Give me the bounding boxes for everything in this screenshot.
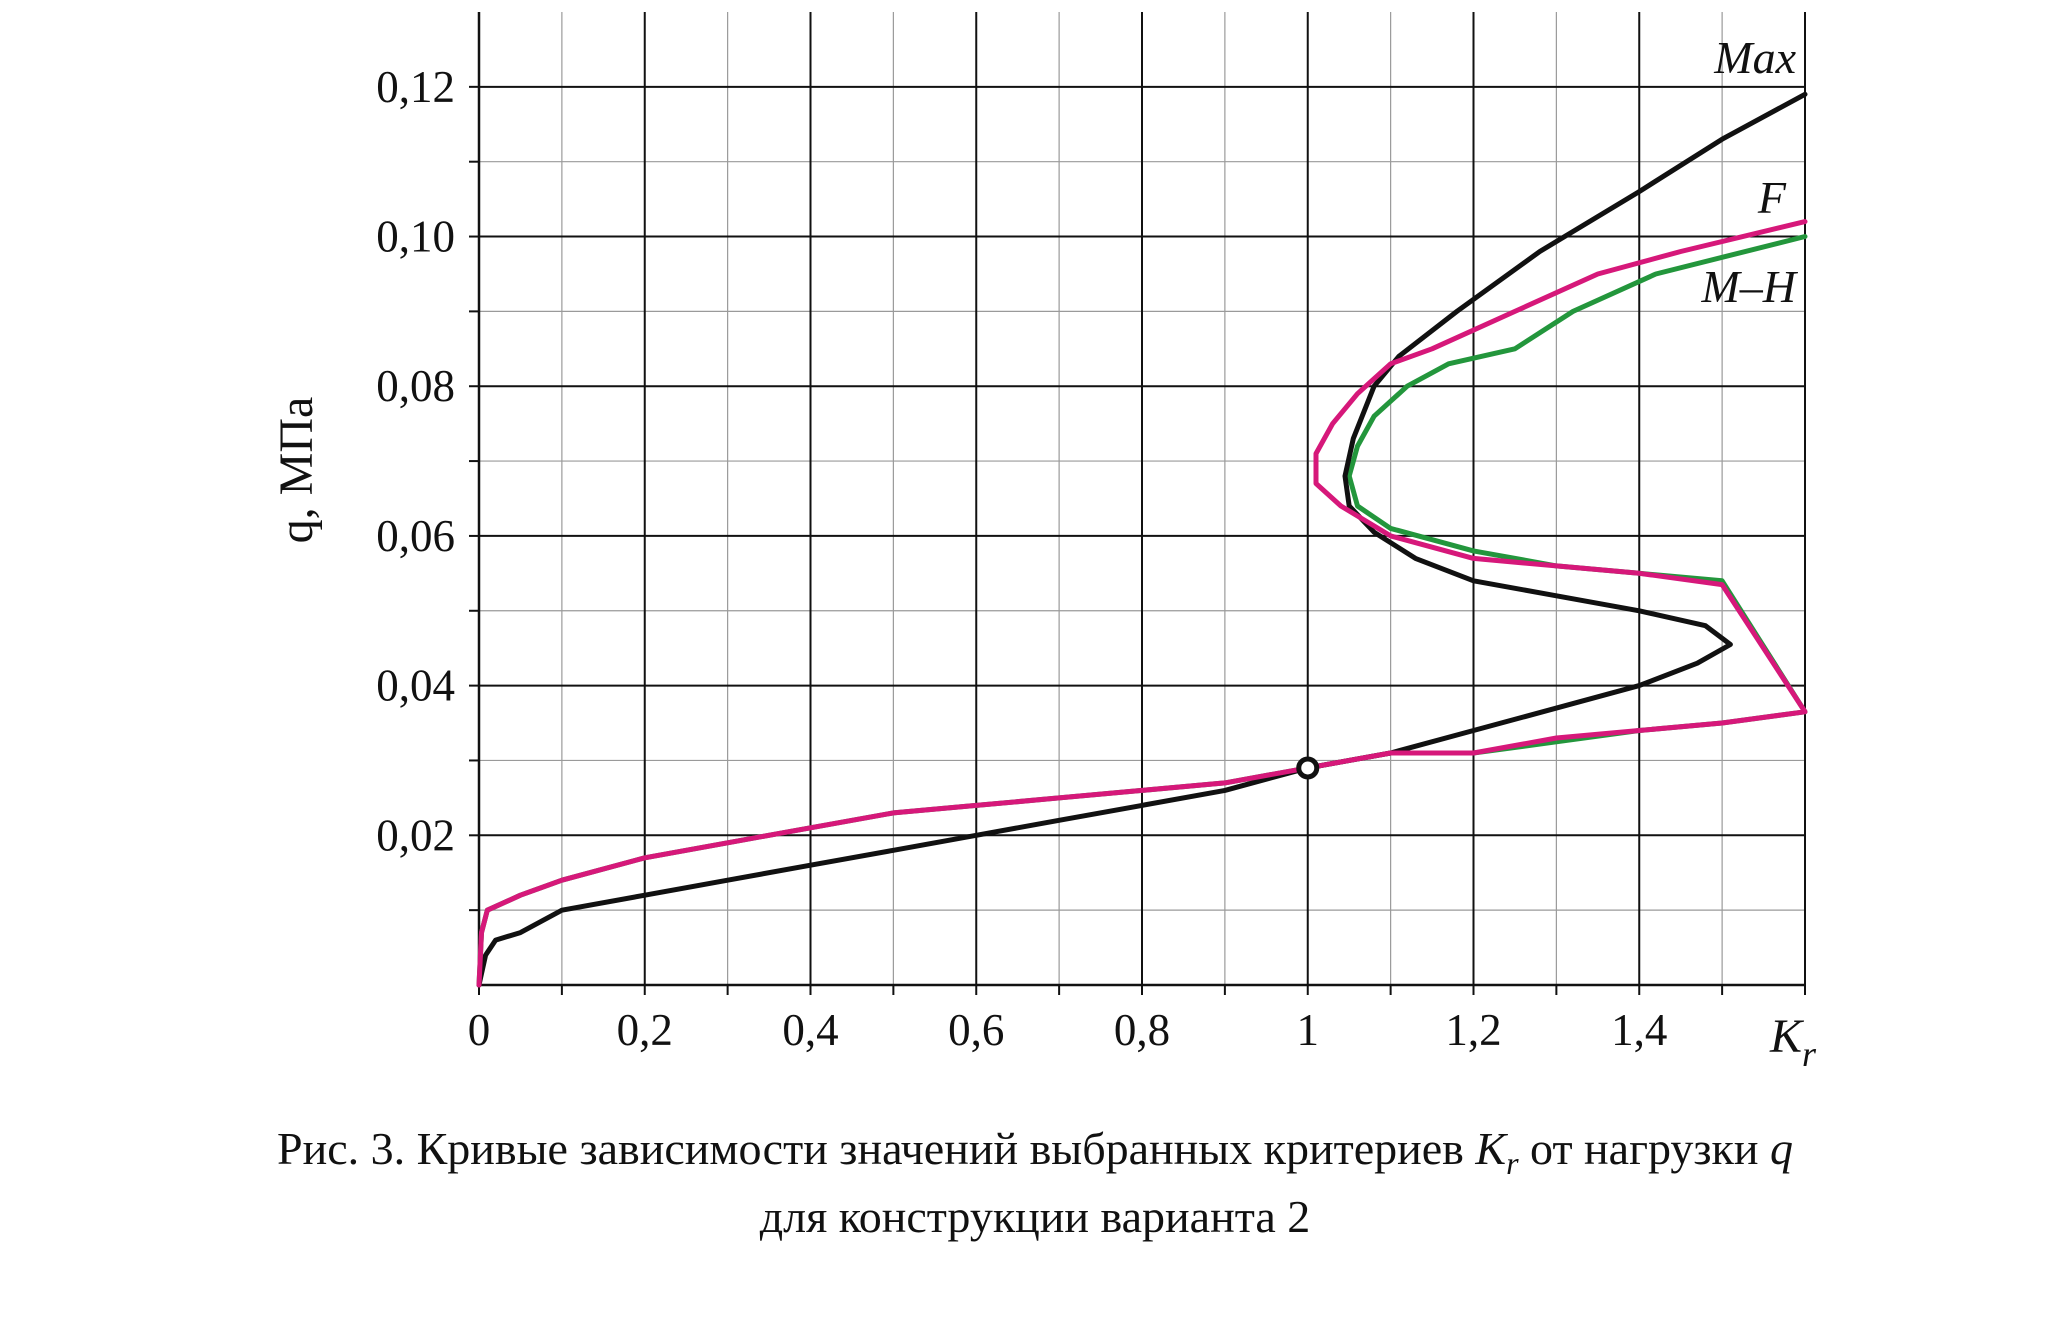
y-axis-title: q, МПа <box>270 397 323 544</box>
caption-kr: Kr <box>1475 1123 1518 1181</box>
x-tick-label: 0,6 <box>948 1005 1004 1055</box>
y-tick-label: 0,02 <box>376 810 455 860</box>
figure-caption: Рис. 3. Кривые зависимости значений выбр… <box>0 1122 2070 1182</box>
figure-caption-line2: для конструкции варианта 2 <box>0 1190 2070 1243</box>
series-label-f: F <box>1757 172 1787 223</box>
series-line-f <box>476 219 1808 988</box>
major-grid <box>479 12 1805 985</box>
x-tick-label: 0,8 <box>1114 1005 1170 1055</box>
caption-middle: от нагрузки <box>1518 1123 1770 1174</box>
y-tick-label: 0,08 <box>376 361 455 411</box>
series-label-max: Max <box>1713 32 1796 83</box>
intersection-marker <box>1296 756 1320 780</box>
series-layer <box>476 91 1808 988</box>
caption-kr-sub: r <box>1506 1145 1519 1182</box>
marker-layer <box>1296 756 1320 780</box>
axes <box>469 12 1806 995</box>
y-tick-label: 0,10 <box>376 212 455 262</box>
tick-labels: 0 0,2 0,4 0,6 0,8 1 1,2 1,4 0,02 0,04 0,06 0,08 0,10… <box>376 62 1667 1055</box>
x-tick-label: 0,4 <box>782 1005 838 1055</box>
caption-line2: для конструкции варианта 2 <box>759 1191 1311 1242</box>
x-axis-title-sub: r <box>1802 1034 1817 1074</box>
caption-prefix: Рис. 3. Кривые зависимости значений выбр… <box>277 1123 1476 1174</box>
y-tick-label: 0,06 <box>376 511 455 561</box>
x-tick-label: 1 <box>1297 1005 1320 1055</box>
x-tick-label: 1,4 <box>1611 1005 1667 1055</box>
x-axis-title: Kr <box>1769 1010 1817 1074</box>
y-tick-label: 0,04 <box>376 661 455 711</box>
x-tick-label: 0 <box>468 1005 491 1055</box>
caption-q: q <box>1769 1123 1793 1174</box>
x-tick-label: 1,2 <box>1445 1005 1501 1055</box>
series-label-mh: M–H <box>1700 261 1798 312</box>
series-line-max <box>476 91 1808 988</box>
y-tick-label: 0,12 <box>376 62 455 112</box>
x-axis-title-main: K <box>1769 1010 1805 1063</box>
caption-kr-main: K <box>1475 1123 1507 1174</box>
x-tick-label: 0,2 <box>617 1005 673 1055</box>
